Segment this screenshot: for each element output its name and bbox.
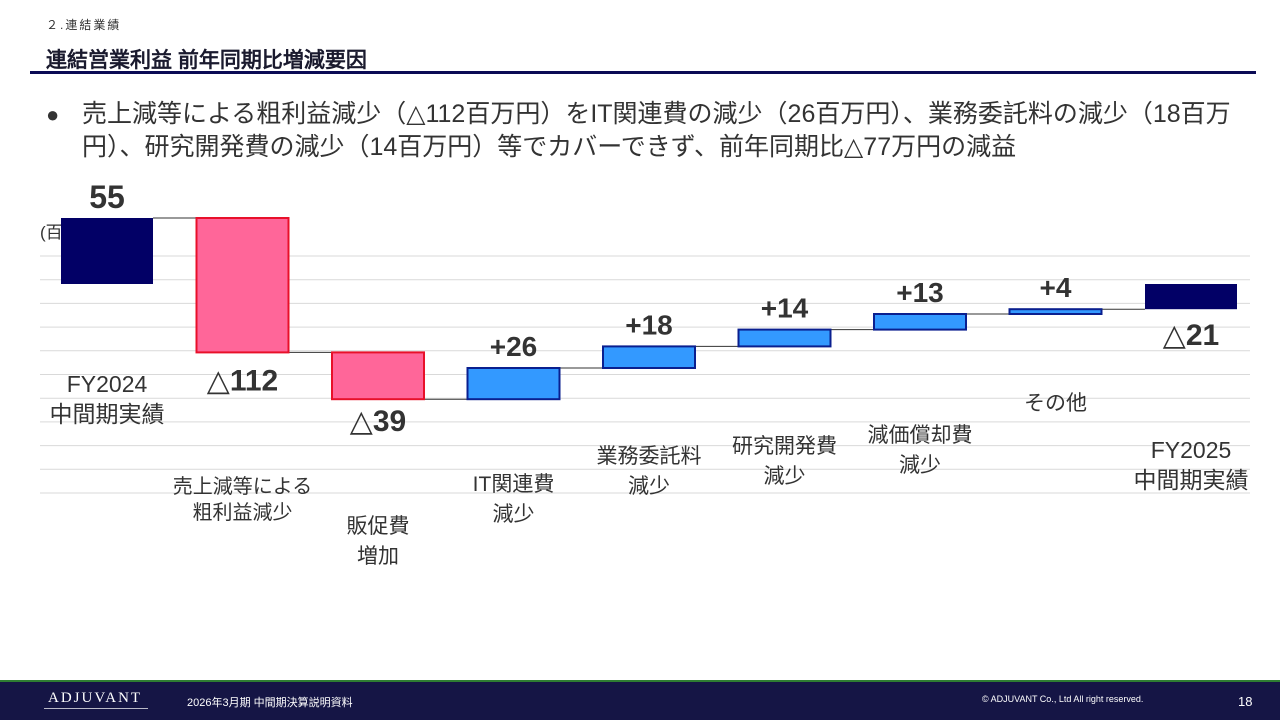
page-number: 18	[1238, 694, 1253, 709]
section-label: ２.連結業績	[46, 18, 122, 32]
category-label-2: 粗利益減少	[193, 501, 293, 524]
summary-text: 売上減等による粗利益減少（△112百万円）をIT関連費の減少（26百万円）、業務…	[82, 100, 1231, 161]
page-title: 連結営業利益 前年同期比増減要因	[46, 49, 367, 72]
document-title: 2026年3月期 中間期決算説明資料	[187, 697, 353, 709]
data-label-6: +14	[761, 293, 809, 324]
bar-4	[466, 367, 561, 401]
data-label-7: +13	[896, 277, 944, 308]
data-label-4: +26	[490, 331, 538, 362]
bar-5	[602, 345, 696, 369]
data-label-9: △21	[1163, 319, 1219, 352]
copyright: © ADJUVANT Co., Ltd All right reserved.	[982, 694, 1144, 704]
category-label-3: 販促費	[347, 515, 410, 538]
logo-underline	[44, 708, 148, 709]
category-label-6: 研究開発費	[732, 435, 837, 458]
data-label-8: +4	[1040, 272, 1072, 303]
bar-9	[1145, 284, 1237, 310]
category-label-7: 減価償却費	[868, 424, 973, 447]
category-label-1: 中間期実績	[50, 401, 165, 427]
data-label-3: △39	[350, 405, 406, 438]
bar-2	[195, 217, 290, 354]
data-label-1: 55	[89, 179, 125, 215]
title-divider	[30, 71, 1256, 74]
footer-divider	[0, 680, 1280, 682]
category-label-9: 中間期実績	[1134, 467, 1249, 493]
category-label-2: 売上減等による	[173, 475, 312, 498]
data-label-5: +18	[625, 309, 673, 340]
category-label-4: 減少	[493, 503, 535, 526]
bullet-marker: ●	[46, 102, 60, 127]
category-label-1: FY2024	[67, 371, 148, 397]
category-label-4: IT関連費	[473, 473, 555, 496]
bar-6	[737, 328, 832, 348]
bar-1	[61, 218, 153, 284]
bar-8	[1008, 308, 1103, 316]
category-label-5: 業務委託料	[597, 445, 702, 468]
category-label-5: 減少	[628, 475, 670, 498]
category-label-7: 減少	[899, 454, 941, 477]
company-logo: ADJUVANT	[48, 690, 143, 706]
category-label-9: FY2025	[1151, 437, 1232, 463]
category-label-8: その他	[1024, 392, 1087, 415]
category-label-3: 増加	[357, 545, 399, 568]
category-label-6: 減少	[764, 465, 806, 488]
bar-7	[873, 313, 967, 331]
footer-bar	[0, 682, 1280, 720]
data-label-2: △112	[207, 364, 278, 397]
bar-3	[331, 351, 425, 401]
